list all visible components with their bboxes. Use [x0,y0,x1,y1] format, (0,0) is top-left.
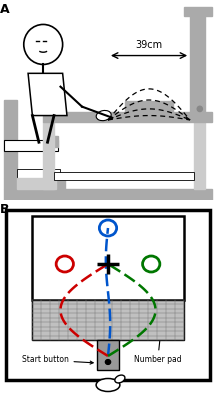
Bar [17,169,60,178]
Bar [43,112,212,122]
Bar [4,178,65,189]
Polygon shape [28,73,67,116]
Text: Start button: Start button [22,356,93,364]
Bar [32,300,184,340]
Ellipse shape [115,375,125,383]
Bar [48,136,58,147]
Bar [4,189,212,200]
Circle shape [197,106,202,112]
Bar [4,100,17,178]
Ellipse shape [96,378,120,392]
Ellipse shape [96,110,111,121]
Bar [194,122,205,189]
Bar [125,101,173,112]
Bar [7,210,209,380]
Bar [32,216,184,300]
Bar [54,172,194,180]
Bar [97,340,119,370]
Bar [17,178,56,189]
Bar [6,210,210,380]
Text: Number pad: Number pad [134,324,181,364]
Circle shape [105,360,111,364]
Text: 39cm: 39cm [135,40,163,50]
Bar [190,12,205,112]
Bar [184,7,212,16]
Text: A: A [0,3,9,16]
Bar [4,140,58,151]
Text: B: B [0,203,9,216]
Bar [43,122,54,189]
